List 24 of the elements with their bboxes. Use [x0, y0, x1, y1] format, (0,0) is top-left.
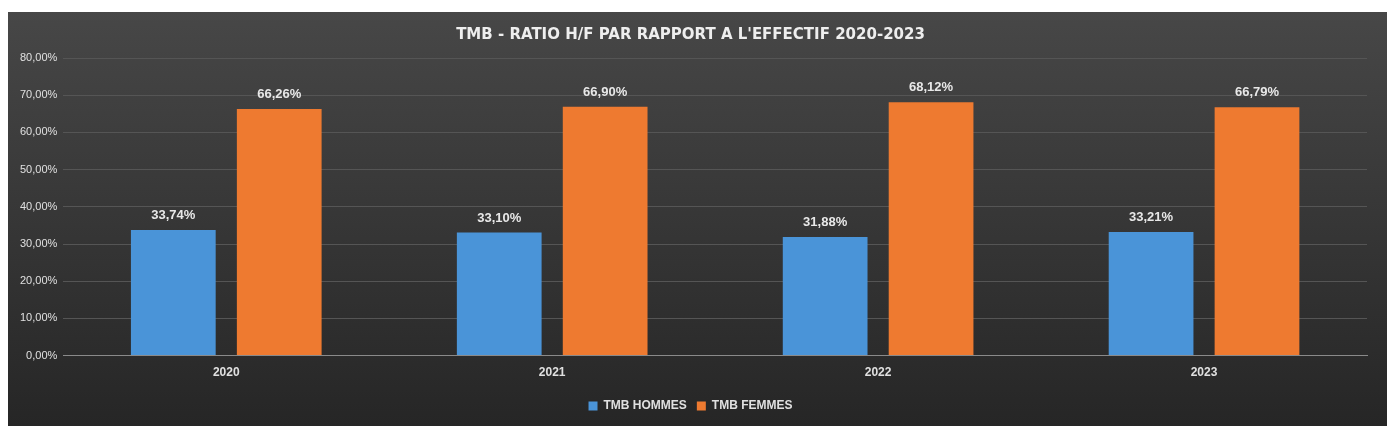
x-tick-label: 2022	[864, 365, 892, 380]
y-tick-label: 40,00%	[20, 199, 58, 212]
legend-label: TMB FEMMES	[711, 398, 793, 413]
y-tick-label: 80,00%	[20, 51, 58, 64]
legend-label: TMB HOMMES	[603, 398, 687, 413]
data-label: 33,10%	[477, 209, 522, 225]
x-tick-label: 2023	[1190, 365, 1218, 380]
y-tick-label: 60,00%	[20, 125, 58, 138]
data-label: 68,12%	[909, 79, 954, 95]
y-tick-label: 50,00%	[20, 162, 58, 175]
x-tick-label: 2021	[538, 365, 566, 380]
y-tick-label: 0,00%	[26, 348, 58, 361]
chart-title: TMB - RATIO H/F PAR RAPPORT A L'EFFECTIF 2020-2023	[456, 24, 925, 43]
x-tick-label: 2020	[212, 365, 240, 380]
y-tick-label: 10,00%	[20, 311, 58, 324]
data-label: 31,88%	[803, 214, 848, 230]
y-tick-label: 30,00%	[20, 237, 58, 250]
data-label: 33,21%	[1129, 209, 1174, 225]
data-label: 66,79%	[1234, 84, 1280, 100]
data-label: 66,26%	[257, 86, 302, 102]
data-label: 33,74%	[151, 207, 196, 223]
y-tick-label: 70,00%	[20, 88, 58, 101]
data-label: 66,90%	[583, 83, 628, 99]
y-tick-label: 20,00%	[20, 274, 58, 287]
